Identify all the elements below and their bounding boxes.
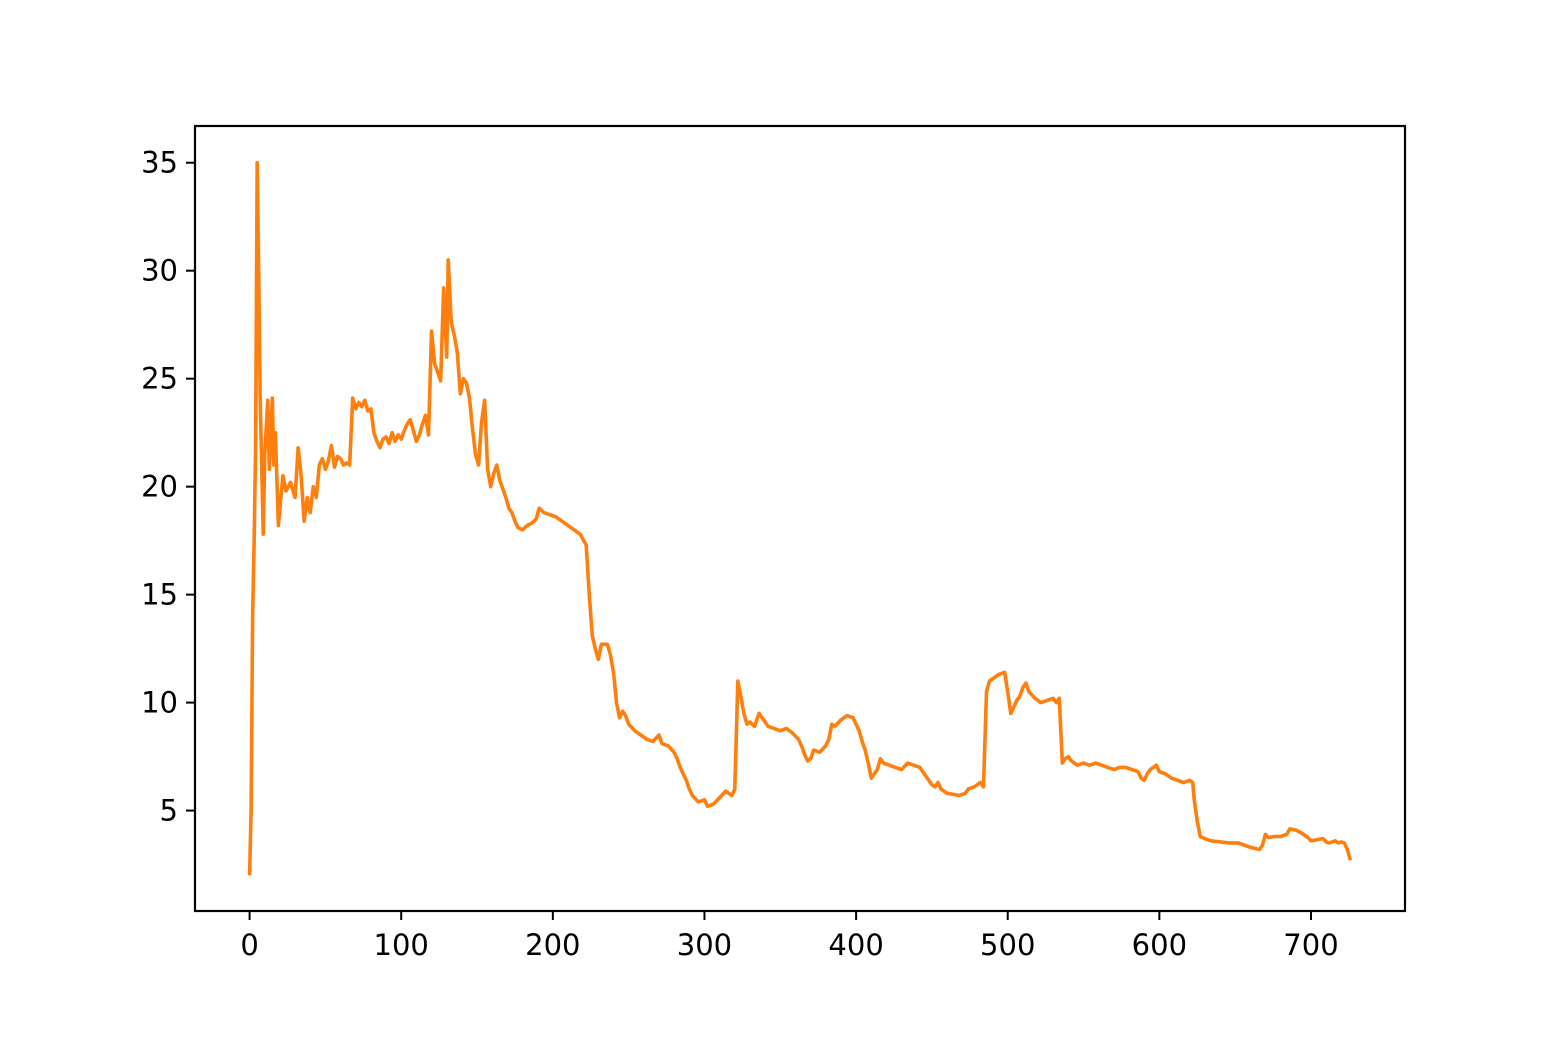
y-tick-label: 10	[141, 686, 178, 720]
y-tick-label: 25	[141, 362, 178, 396]
y-tick-label: 35	[141, 146, 178, 180]
y-tick-label: 20	[141, 470, 178, 504]
x-tick-label: 400	[828, 928, 883, 962]
x-axis: 0 100 200 300 400 500 600 700	[240, 911, 1339, 962]
axes-frame	[193, 124, 1407, 913]
series-line-1	[247, 160, 1353, 876]
x-tick-label: 100	[374, 928, 429, 962]
x-tick-label: 700	[1283, 928, 1338, 962]
x-tick-label: 500	[980, 928, 1035, 962]
y-tick-label: 5	[160, 794, 178, 828]
x-tick-label: 0	[240, 928, 258, 962]
x-tick-label: 300	[677, 928, 732, 962]
y-axis: 5 10 15 20 25 30 35	[141, 146, 195, 828]
plot-area	[193, 124, 1407, 913]
y-tick-label: 30	[141, 254, 178, 288]
x-tick-label: 200	[525, 928, 580, 962]
x-tick-label: 600	[1132, 928, 1187, 962]
series-layer	[247, 160, 1353, 876]
y-tick-label: 15	[141, 578, 178, 612]
